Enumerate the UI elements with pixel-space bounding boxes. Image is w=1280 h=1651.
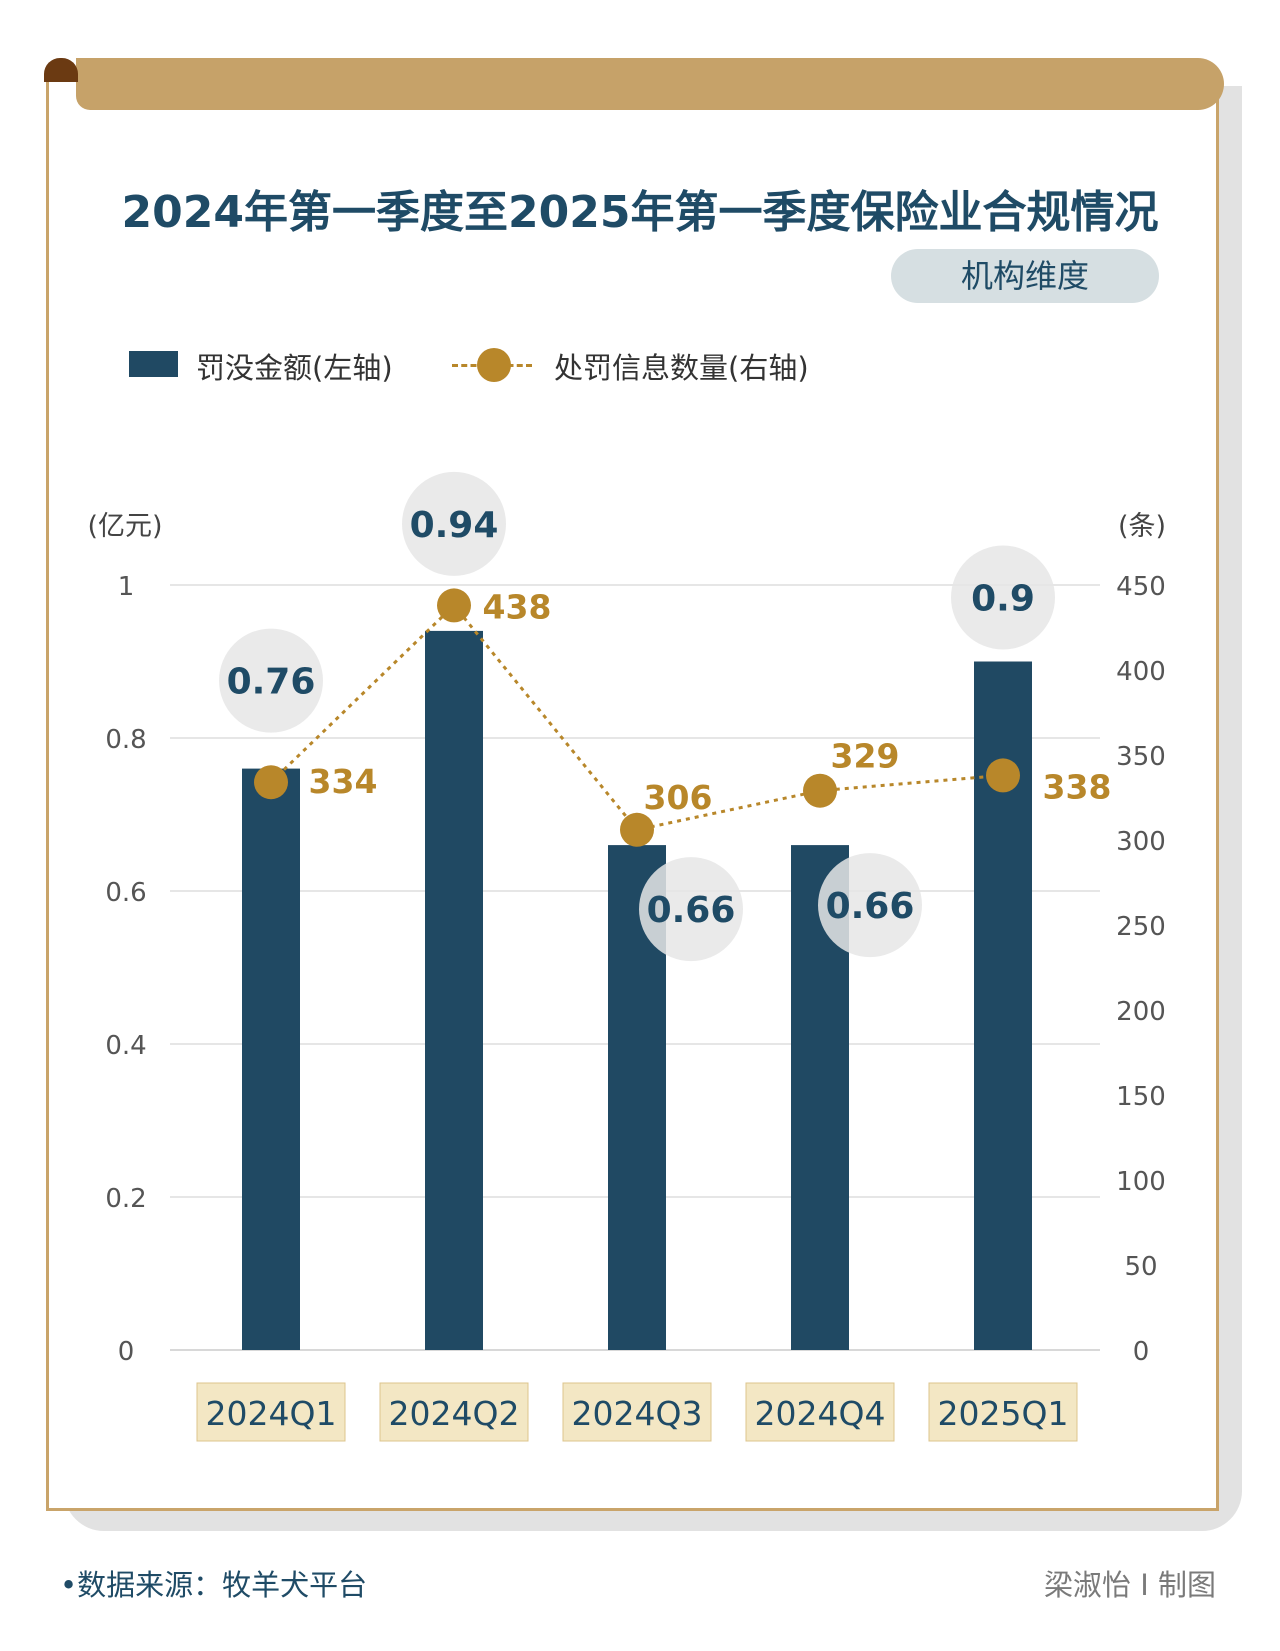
subtitle-pill: 机构维度 xyxy=(891,249,1159,303)
line-value-label: 329 xyxy=(831,737,900,776)
y-right-tick-label: 50 xyxy=(1124,1252,1157,1282)
y-left-tick-label: 0.4 xyxy=(105,1031,146,1061)
x-category-plate xyxy=(379,1382,529,1442)
x-category-plate xyxy=(928,1382,1078,1442)
y-left-tick-label: 0.2 xyxy=(105,1184,146,1214)
bar-value-label: 0.9 xyxy=(971,579,1035,620)
bar xyxy=(242,768,300,1350)
y-right-tick-label: 150 xyxy=(1116,1082,1166,1112)
y-left-tick-label: 0.6 xyxy=(105,878,146,908)
x-category-plate xyxy=(196,1382,346,1442)
bar-value-bubble xyxy=(951,545,1055,650)
x-tick-label: 2024Q4 xyxy=(755,1394,886,1433)
bar-value-bubble xyxy=(219,628,323,733)
line-point xyxy=(254,765,288,800)
y-left-tick-label: 0 xyxy=(118,1337,135,1367)
y-left-unit: (亿元) xyxy=(87,511,162,542)
scroll-header-bar xyxy=(76,58,1224,110)
bar-value-label: 0.94 xyxy=(410,505,499,546)
line-point xyxy=(437,588,471,623)
y-right-tick-label: 300 xyxy=(1116,827,1166,857)
legend-dot-swatch xyxy=(477,348,511,382)
x-category-plate xyxy=(562,1382,712,1442)
y-right-tick-label: 400 xyxy=(1116,657,1166,687)
line-value-label: 334 xyxy=(309,762,378,801)
y-right-tick-label: 0 xyxy=(1133,1337,1150,1367)
bar-value-bubble xyxy=(402,471,506,576)
y-right-tick-label: 250 xyxy=(1116,912,1166,942)
bar-value-label: 0.66 xyxy=(647,890,736,931)
x-tick-label: 2024Q1 xyxy=(206,1394,337,1433)
legend-bar-swatch xyxy=(129,351,178,377)
x-tick-label: 2024Q2 xyxy=(389,1394,520,1433)
y-right-tick-label: 200 xyxy=(1116,997,1166,1027)
bar-value-bubble xyxy=(818,853,922,958)
chart-plot: 0 0.2 0.4 0.6 0.8 1 0 50 100 150 200 250 300 350 400 45… xyxy=(87,471,1166,1442)
line-value-label: 438 xyxy=(483,587,552,626)
y-right-tick-label: 450 xyxy=(1116,572,1166,602)
credit: 梁淑怡 I 制图 xyxy=(1044,1568,1216,1602)
line-value-label: 306 xyxy=(644,778,713,817)
legend-line-label: 处罚信息数量(右轴) xyxy=(554,351,809,385)
y-right-tick-label: 350 xyxy=(1116,742,1166,772)
line-point xyxy=(803,773,837,808)
bar-value-bubble xyxy=(639,857,743,962)
y-right-tick-label: 100 xyxy=(1116,1167,1166,1197)
x-tick-label: 2024Q3 xyxy=(572,1394,703,1433)
scroll-curl xyxy=(44,58,78,82)
y-right-unit: (条) xyxy=(1118,511,1166,542)
y-left-tick-label: 1 xyxy=(118,572,135,602)
bar xyxy=(425,630,483,1350)
line-point xyxy=(620,812,654,847)
line-point xyxy=(986,758,1020,793)
x-category-plate xyxy=(745,1382,895,1442)
data-source: •数据来源：牧羊犬平台 xyxy=(60,1568,368,1602)
y-left-tick-label: 0.8 xyxy=(105,725,146,755)
chart-title: 2024年第一季度至2025年第一季度保险业合规情况 xyxy=(121,187,1159,238)
bar-value-label: 0.76 xyxy=(227,662,316,703)
line-value-label: 338 xyxy=(1043,767,1112,806)
legend-bar-label: 罚没金额(左轴) xyxy=(196,351,393,385)
bar-value-label: 0.66 xyxy=(826,886,915,927)
line-series xyxy=(269,603,1004,832)
x-tick-label: 2025Q1 xyxy=(938,1394,1069,1433)
